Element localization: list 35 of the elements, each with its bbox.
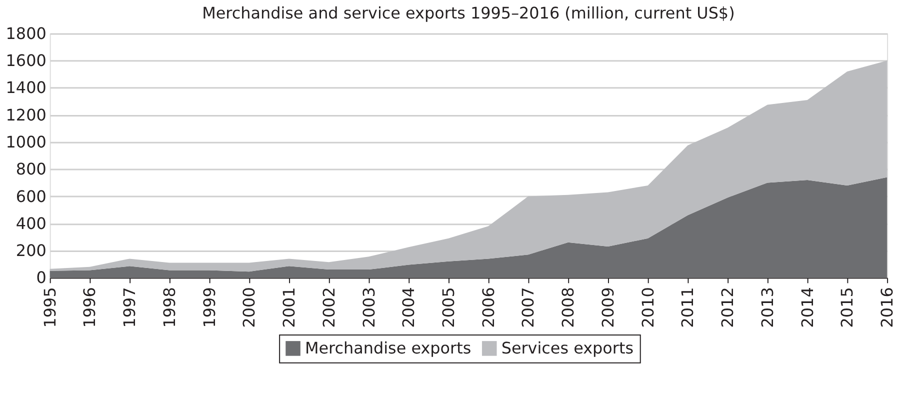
x-tick-label: 2005	[438, 287, 458, 328]
x-tick-label: 2004	[399, 287, 418, 328]
x-tick-label: 2008	[558, 287, 578, 328]
x-tick-label: 2012	[718, 287, 738, 328]
y-tick-label: 1400	[6, 78, 46, 98]
legend-label: Services exports	[501, 338, 634, 358]
x-tick-label: 1995	[40, 287, 60, 328]
y-tick-label: 400	[16, 214, 46, 233]
x-tick-label: 2015	[838, 287, 857, 328]
x-tick-label: 2007	[518, 287, 538, 328]
x-tick-label: 1999	[200, 287, 219, 328]
x-tick-label: 2014	[798, 287, 817, 328]
x-tick-label: 2000	[240, 287, 259, 328]
y-tick-label: 200	[16, 241, 46, 260]
x-tick-label: 2003	[359, 287, 378, 328]
x-tick-label: 2016	[878, 287, 897, 328]
x-tick-label: 1996	[80, 287, 100, 328]
x-tick-label: 2009	[598, 287, 618, 328]
y-tick-label: 1000	[6, 132, 46, 152]
x-tick-label: 2006	[478, 287, 498, 328]
y-tick-label: 1800	[6, 24, 46, 43]
x-tick-label: 2010	[638, 287, 658, 328]
x-tick-label: 2011	[678, 287, 698, 328]
y-tick-label: 1600	[6, 51, 46, 70]
x-tick-label: 1998	[160, 287, 179, 328]
x-tick-label: 2013	[758, 287, 777, 328]
y-tick-label: 800	[16, 160, 46, 179]
y-tick-label: 600	[16, 186, 46, 206]
y-tick-label: 0	[36, 268, 46, 288]
legend-label: Merchandise exports	[304, 338, 472, 358]
chart-title: Merchandise and service exports 1995–2016 (million, current US$)	[202, 4, 735, 23]
x-tick-label: 1997	[120, 287, 140, 328]
x-tick-label: 2002	[319, 287, 338, 328]
y-tick-label: 1200	[6, 105, 46, 124]
x-tick-label: 2001	[280, 287, 299, 328]
